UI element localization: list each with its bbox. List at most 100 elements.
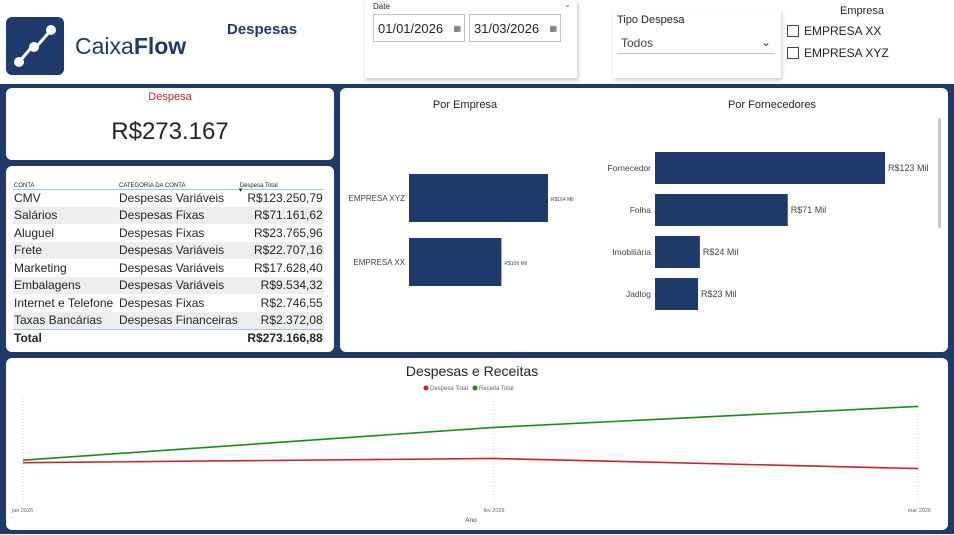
column-header-conta[interactable]: CONTA	[13, 173, 118, 190]
page-title: Despesas	[227, 21, 298, 38]
conta-cell: Aluguel	[14, 225, 55, 240]
chart-title-empresa: Por Empresa	[433, 99, 498, 111]
legend-label: Despesa Total	[430, 386, 468, 392]
logo-text: CaixaFlow	[75, 33, 187, 59]
legend-label: Receita Total	[479, 386, 514, 392]
sort-desc-icon[interactable]: ▾	[238, 186, 243, 194]
conta-cell: Internet e Telefone	[14, 295, 114, 310]
calendar-icon[interactable]: ▦	[453, 24, 461, 33]
x-tick-label: fev 2026	[483, 508, 504, 514]
legend-marker	[423, 385, 429, 391]
chart-title-fornecedores: Por Fornecedores	[728, 99, 817, 111]
data-label: R$23 Mil	[701, 289, 737, 299]
kpi-value: R$273.167	[111, 118, 229, 145]
categoria-cell: Despesas Variáveis	[118, 276, 239, 294]
scrollbar[interactable]	[938, 118, 941, 228]
bar-charts-card: Por Empresa Por Fornecedores EMPRESA XYZ…	[340, 88, 948, 352]
total-value: R$273.166,88	[238, 328, 324, 347]
bar-0-1[interactable]	[409, 238, 502, 286]
despesa-cell: R$123.250,79	[247, 191, 323, 205]
despesa-cell: R$9.534,32	[238, 276, 324, 294]
tipo-despesa-dropdown[interactable]: Todos ⌄	[617, 32, 775, 54]
category-label: Jadlog	[626, 289, 651, 299]
bar-0-0[interactable]	[409, 174, 548, 222]
bar-1-0[interactable]	[655, 152, 885, 184]
data-label: R$123 Mil	[888, 163, 929, 173]
category-label: Fornecedor	[608, 163, 652, 173]
tipo-despesa-slicer: Tipo Despesa Todos ⌄	[613, 10, 781, 78]
calendar-icon[interactable]: ▦	[549, 24, 557, 33]
despesa-cell: R$22.707,16	[238, 241, 324, 259]
conta-cell: Frete	[13, 241, 118, 259]
bar-1-3[interactable]	[655, 278, 699, 310]
line-chart-title: Despesas e Receitas	[406, 363, 538, 379]
bar-1-1[interactable]	[655, 194, 788, 226]
table-header-row: CONTA CATEGORIA DA CONTA Despesa Total ▾	[13, 173, 324, 194]
category-label: EMPRESA XYZ	[349, 194, 406, 203]
table-row[interactable]: Aluguel Despesas Fixas R$23.765,96	[13, 224, 324, 242]
table-row[interactable]: Frete Despesas Variáveis R$22.707,16	[13, 241, 324, 259]
table-row[interactable]: Embalagens Despesas Variáveis R$9.534,32	[13, 276, 324, 294]
data-label: R$71 Mil	[791, 205, 827, 215]
bar-1-2[interactable]	[655, 236, 700, 268]
despesa-cell: R$71.161,62	[238, 206, 324, 224]
table-row[interactable]: Taxas Bancárias Despesas Financeiras R$2.3…	[13, 311, 324, 329]
table-total-row: Total R$273.166,88	[13, 328, 324, 347]
tipo-despesa-label: Tipo Despesa	[617, 14, 685, 26]
table-body: CMV Despesas Variáveis R$123.250,79 Salário…	[13, 189, 324, 329]
total-label: Total	[13, 328, 118, 347]
end-date-input[interactable]: 31/03/2026 ▦	[469, 14, 561, 42]
chevron-down-icon[interactable]: ⌄	[564, 0, 571, 9]
table-row[interactable]: Internet e Telefone Despesas Fixas R$2.746…	[13, 294, 324, 312]
line-chart-card: Despesas e Receitas Despesa Total Receita…	[6, 358, 948, 530]
despesas-table: CONTA CATEGORIA DA CONTA Despesa Total ▾ …	[13, 173, 324, 347]
despesa-cell: R$2.746,55	[260, 295, 323, 310]
data-label: R$24 Mil	[703, 247, 739, 257]
date-slicer: Date ⌄ 01/01/2026 ▦ 31/03/2026 ▦	[365, 0, 577, 78]
categoria-cell: Despesas Fixas	[119, 225, 205, 240]
table-card: CONTA CATEGORIA DA CONTA Despesa Total ▾ …	[6, 166, 334, 352]
series-line-receita[interactable]	[22, 405, 919, 461]
category-label: EMPRESA XX	[353, 258, 405, 267]
category-label: Imobiliária	[612, 247, 651, 257]
legend-marker	[472, 385, 478, 391]
kpi-label: Despesa	[148, 91, 192, 103]
categoria-cell: Despesas Variáveis	[118, 241, 239, 259]
categoria-cell: Despesas Fixas	[119, 295, 205, 310]
chart-legend: Despesa Total Receita Total	[423, 385, 514, 392]
x-tick-label: jan 2026	[11, 508, 33, 514]
conta-cell: Embalagens	[13, 276, 118, 294]
category-label: Folha	[630, 205, 652, 215]
categoria-cell: Despesas Variáveis	[119, 191, 225, 205]
series-line-despesa[interactable]	[22, 457, 919, 470]
date-label: Date	[373, 2, 390, 11]
despesa-cell: R$2.372,08	[238, 311, 324, 329]
data-label: R$164 Mil	[551, 197, 574, 203]
column-header-categoria[interactable]: CATEGORIA DA CONTA	[118, 173, 239, 190]
conta-cell: Salários	[13, 206, 118, 224]
categoria-cell: Despesas Financeiras	[118, 311, 239, 329]
kpi-card: Despesa R$273.167	[6, 88, 334, 160]
table-row[interactable]: Marketing Despesas Variáveis R$17.628,40	[13, 259, 324, 277]
column-header-despesa-total[interactable]: Despesa Total ▾	[238, 173, 324, 194]
checkbox[interactable]	[787, 47, 799, 59]
bar-charts: Por Empresa Por Fornecedores EMPRESA XYZ…	[349, 99, 929, 310]
empresa-option-xyz[interactable]: EMPRESA XYZ	[787, 46, 889, 60]
empresa-slicer-title: Empresa	[840, 5, 885, 17]
conta-cell: Taxas Bancárias	[13, 311, 118, 329]
despesa-cell: R$23.765,96	[254, 225, 323, 240]
logo-icon	[6, 17, 64, 75]
table-row[interactable]: CMV Despesas Variáveis R$123.250,79	[13, 189, 324, 207]
checkbox[interactable]	[787, 25, 799, 37]
despesa-cell: R$17.628,40	[254, 260, 323, 275]
start-date-input[interactable]: 01/01/2026 ▦	[373, 14, 465, 42]
conta-cell: CMV	[14, 191, 41, 205]
conta-cell: Marketing	[14, 260, 67, 275]
table-row[interactable]: Salários Despesas Fixas R$71.161,62	[13, 206, 324, 224]
x-axis-label: Ano	[465, 517, 477, 524]
line-chart: Despesas e Receitas Despesa Total Receita…	[11, 363, 931, 524]
categoria-cell: Despesas Variáveis	[119, 260, 225, 275]
empresa-option-xx[interactable]: EMPRESA XX	[787, 24, 881, 38]
chevron-down-icon[interactable]: ⌄	[760, 35, 771, 49]
data-label: R$109 Mil	[504, 261, 527, 267]
